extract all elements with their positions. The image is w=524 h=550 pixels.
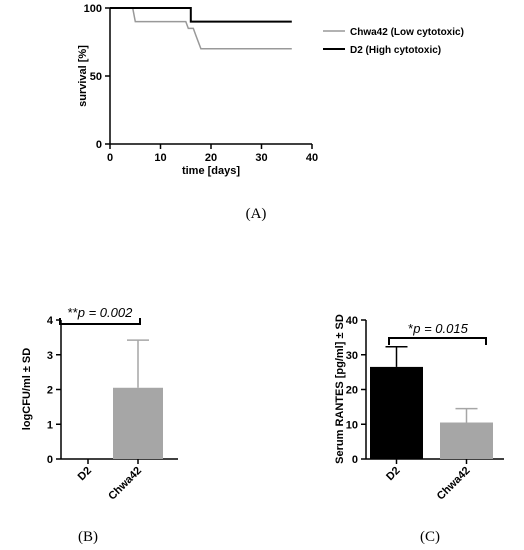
a-x-tick-label: 0 <box>107 152 113 164</box>
a-x-tick-label: 30 <box>255 152 267 164</box>
c-y-tick-label: 0 <box>352 454 358 466</box>
c-y-tick-label: 20 <box>346 385 358 397</box>
a-x-tick-label: 40 <box>306 152 318 164</box>
b-p-value: **p = 0.002 <box>68 305 133 320</box>
a-x-tick-label: 10 <box>154 152 166 164</box>
c-bar-d2 <box>370 366 423 459</box>
c-y-tick-label: 40 <box>346 315 358 327</box>
a-x-tick-label: 20 <box>205 152 217 164</box>
b-y-tick-label: 1 <box>47 419 53 431</box>
panel-label-b: (B) <box>78 529 98 545</box>
a-y-axis-title: survival [%] <box>77 45 89 107</box>
b-category-label: D2 <box>76 465 94 483</box>
c-y-tick-label: 10 <box>346 419 358 431</box>
c-y-axis-title: Serum RANTES [pg/ml] ± SD <box>334 314 346 464</box>
cfu-bar-chart: 0 1 2 3 4 D2 Chwa42 logCFU/ml ± SD **p = 0.00… <box>21 305 178 545</box>
b-category-label: Chwa42 <box>106 465 144 503</box>
a-y-tick-label: 50 <box>90 71 102 83</box>
c-category-label: Chwa42 <box>435 465 473 503</box>
survival-chart: 0 50 100 0 10 20 30 40 time [days] survival [%… <box>77 3 464 222</box>
rantes-bar-chart: 0 10 20 30 40 D2 Chwa42 Serum RANTES [pg/ml] … <box>334 314 504 545</box>
survival-line-d2 <box>110 7 292 23</box>
survival-line-chwa42 <box>110 7 292 50</box>
b-y-tick-label: 4 <box>47 315 54 327</box>
a-legend: Chwa42 (Low cytotoxic) D2 (High cytotoxi… <box>323 27 464 56</box>
c-y-tick-label: 30 <box>346 350 358 362</box>
a-y-tick-label: 0 <box>96 139 102 151</box>
a-y-tick-label: 100 <box>84 3 102 15</box>
panel-label-a: (A) <box>246 206 267 222</box>
b-bar-chwa42 <box>113 387 163 459</box>
legend-label-d2: D2 (High cytotoxic) <box>350 45 441 56</box>
b-y-tick-label: 3 <box>47 350 53 362</box>
c-significance-bracket <box>388 337 487 345</box>
b-y-axis-title: logCFU/ml ± SD <box>21 348 33 430</box>
legend-label-chwa42: Chwa42 (Low cytotoxic) <box>350 27 464 38</box>
b-y-tick-label: 0 <box>47 454 53 466</box>
c-bar-chwa42 <box>440 422 493 459</box>
b-significance-bracket <box>59 318 141 325</box>
b-y-tick-label: 2 <box>47 385 53 397</box>
a-x-axis-title: time [days] <box>182 165 240 177</box>
panel-label-c: (C) <box>420 529 440 545</box>
c-p-value: *p = 0.015 <box>408 321 468 336</box>
c-category-label: D2 <box>384 465 402 483</box>
